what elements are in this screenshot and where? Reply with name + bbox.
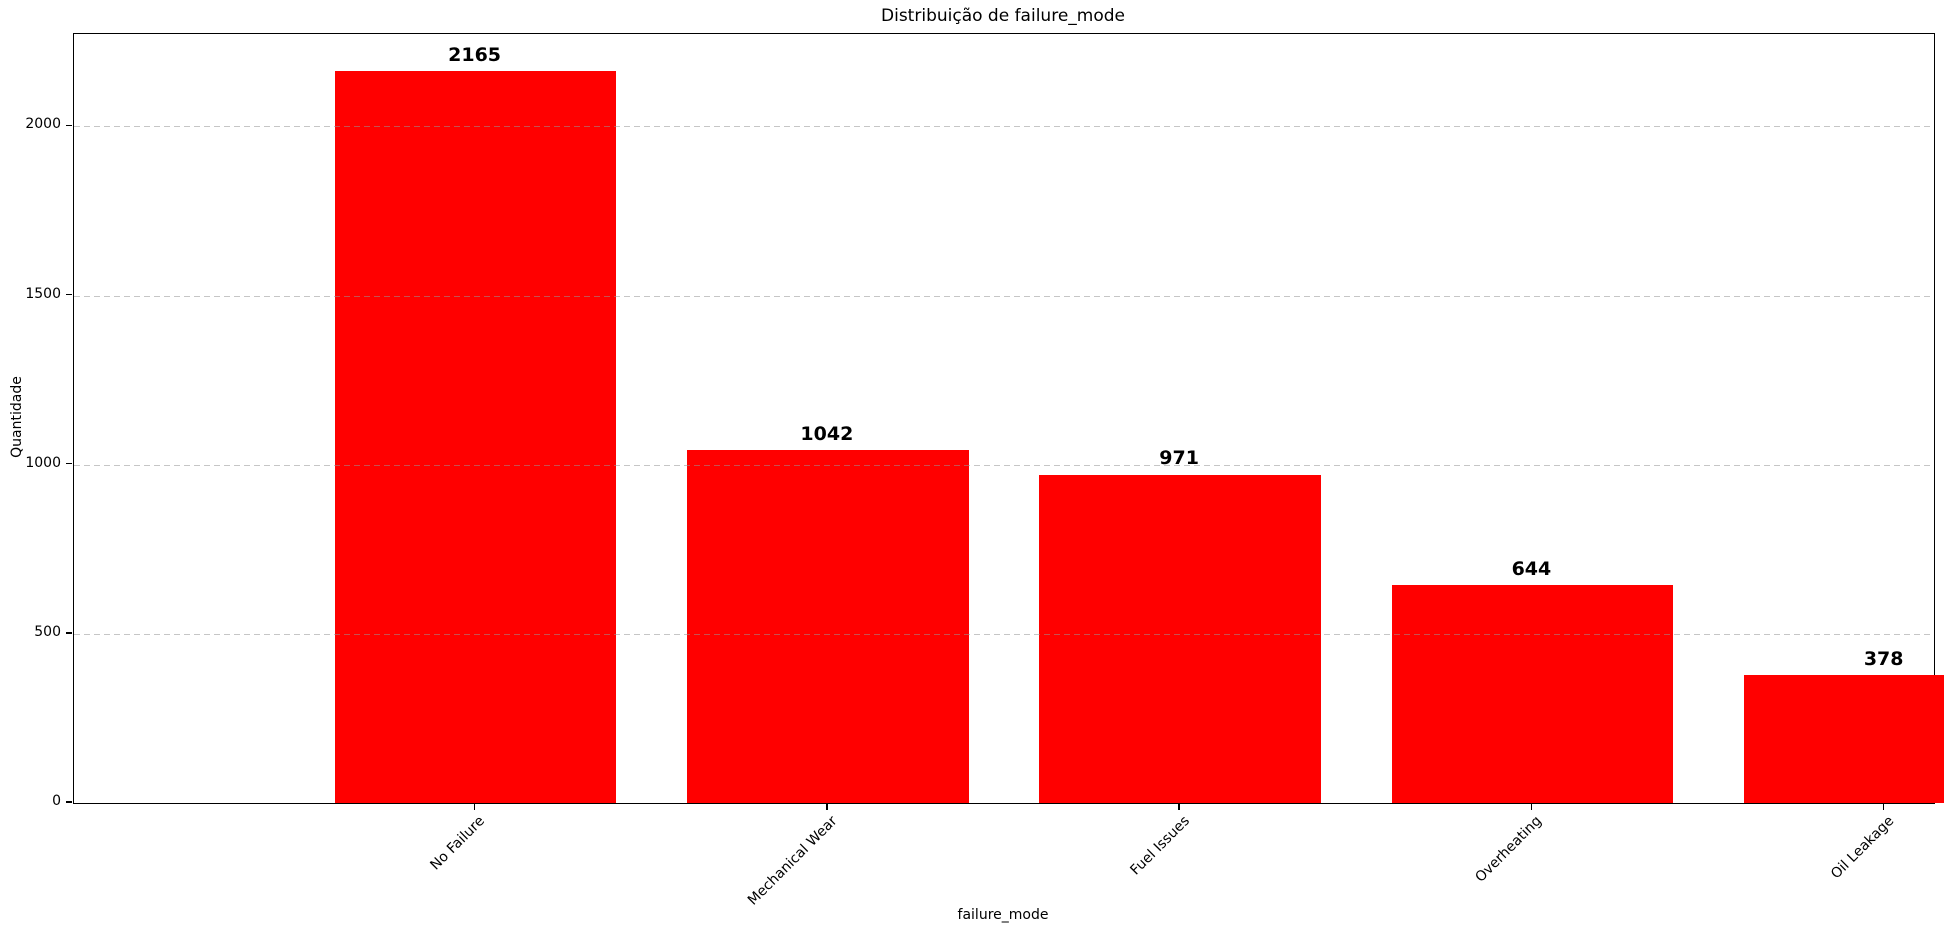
gridline-y-1000 <box>74 464 1934 466</box>
x-tick-label-overheating: Overheating <box>1472 813 1545 886</box>
bar-value-label-fuel-issues: 971 <box>1159 447 1199 470</box>
x-tick-mark <box>1530 803 1533 810</box>
bar-value-label-oil-leakage: 378 <box>1863 648 1904 671</box>
x-tick-label-oil-leakage: Oil Leakage <box>1827 813 1898 883</box>
x-tick-mark <box>1178 803 1180 810</box>
bar-oil-leakage <box>1743 675 1944 803</box>
plot-area <box>73 33 1944 804</box>
chart-title: Distribuição de failure_mode <box>881 6 1125 26</box>
bar-fuel-issues <box>1039 474 1322 803</box>
y-axis-label: Quantidade <box>9 376 25 458</box>
x-axis-label: failure_mode <box>957 907 1049 923</box>
x-tick-mark <box>1882 803 1885 810</box>
x-tick-label-no-failure: No Failure <box>427 813 488 874</box>
y-tick-label-1000: 1000 <box>25 454 61 471</box>
bar-mechanical-wear <box>686 450 969 803</box>
y-tick-label-0: 0 <box>52 793 61 809</box>
gridline-y-500 <box>74 633 1934 635</box>
x-tick-label-mechanical-wear: Mechanical Wear <box>744 813 841 909</box>
bar-value-label-overheating: 644 <box>1511 558 1552 581</box>
y-tick-mark <box>66 632 72 634</box>
y-tick-mark <box>66 462 72 465</box>
bar-overheating <box>1391 585 1674 803</box>
bar-value-label-mechanical-wear: 1042 <box>800 423 854 446</box>
y-tick-label-1500: 1500 <box>25 285 61 302</box>
bar-no-failure <box>334 70 617 803</box>
y-tick-label-2000: 2000 <box>25 116 61 133</box>
bar-value-label-no-failure: 2165 <box>448 43 502 66</box>
x-tick-label-fuel-issues: Fuel Issues <box>1126 813 1193 879</box>
x-tick-mark <box>826 803 828 810</box>
y-tick-label-500: 500 <box>34 623 61 640</box>
gridline-y-1500 <box>74 295 1934 297</box>
gridline-y-2000 <box>74 126 1934 128</box>
y-tick-mark <box>66 124 72 127</box>
y-tick-mark <box>66 293 72 296</box>
y-tick-mark <box>66 801 72 803</box>
x-tick-mark <box>473 803 476 810</box>
